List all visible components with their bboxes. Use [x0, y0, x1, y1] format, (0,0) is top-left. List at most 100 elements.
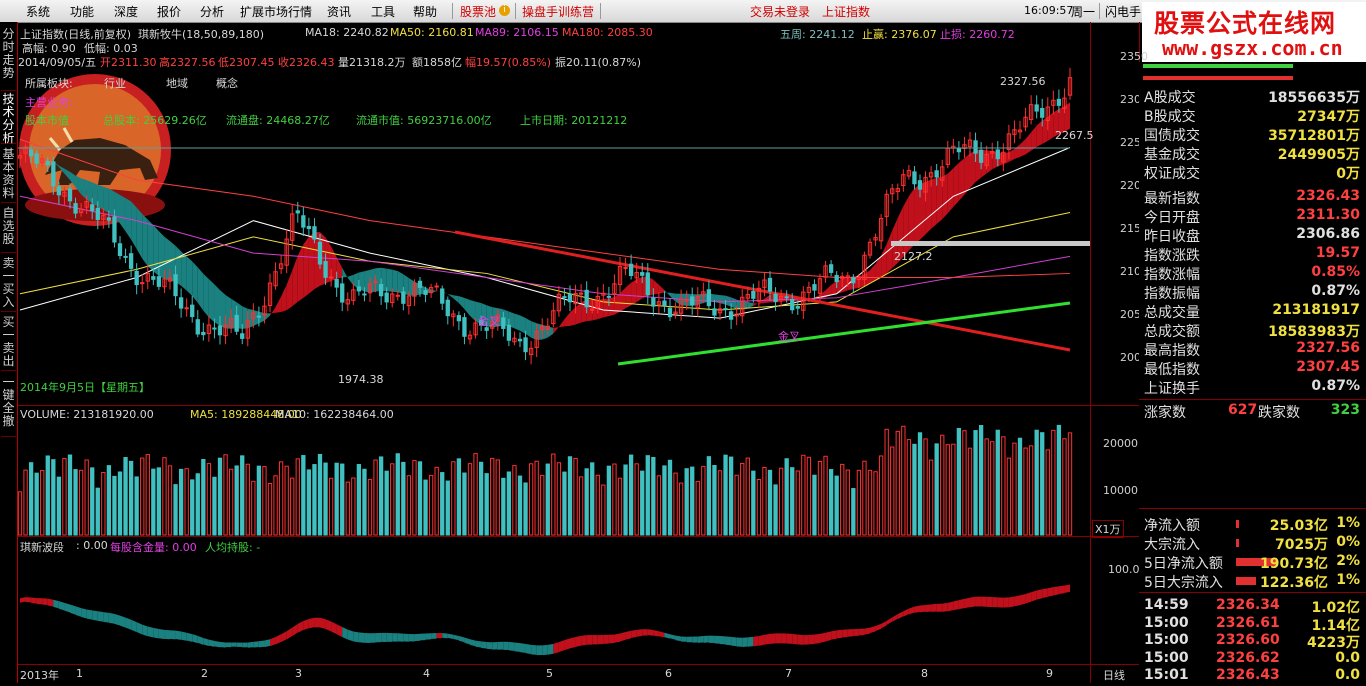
- stat-row: 最高指数 2327.56: [1144, 340, 1362, 359]
- tick-row[interactable]: 15:00 2326.61 1.14亿: [1144, 615, 1362, 634]
- tab-buy-one-sell[interactable]: 买一卖出: [1, 312, 16, 371]
- osc-segment: [358, 632, 365, 643]
- volume-bar: [695, 480, 700, 536]
- flash-trade-button[interactable]: 闪电手: [1105, 5, 1142, 19]
- osc-segment: [231, 642, 237, 647]
- stock-pool-button[interactable]: 股票池: [460, 5, 497, 19]
- osc-segment: [308, 617, 315, 629]
- osc-segment: [725, 636, 732, 646]
- menu-depth[interactable]: 深度: [114, 5, 139, 19]
- tab-watchlist[interactable]: 自选股: [1, 203, 16, 253]
- sector-label: 所属板块:: [25, 77, 73, 90]
- ribbon-segment: [920, 181, 926, 240]
- osc-segment: [1014, 595, 1020, 607]
- left-tab-strip: 分时走势 技术分析 基本资料 自选股 卖一买入 买一卖出 一键全撤: [0, 22, 18, 683]
- osc-segment: [408, 634, 415, 642]
- sector-industry-link[interactable]: 行业: [104, 77, 126, 90]
- candle-body: [612, 283, 617, 295]
- tick-price: 2326.62: [1216, 649, 1280, 666]
- candle-body: [745, 293, 750, 299]
- candle-body: [267, 282, 273, 307]
- stat-label: 指数涨跌: [1144, 248, 1200, 264]
- candle-body: [740, 296, 745, 317]
- osc-segment: [992, 597, 998, 608]
- candle-body: [106, 217, 112, 221]
- candle-body: [384, 292, 389, 303]
- sector-region-link[interactable]: 地域: [166, 77, 188, 90]
- ribbon-segment: [620, 287, 626, 312]
- ribbon-segment: [147, 219, 154, 272]
- menu-quote[interactable]: 报价: [157, 5, 182, 19]
- candle-body: [428, 287, 434, 294]
- volume-ma10: MA10: 162238464.00: [275, 408, 394, 421]
- five-week-value: 五周: 2241.12: [780, 28, 855, 41]
- menu-news[interactable]: 资讯: [327, 5, 352, 19]
- volume-tick: 10000: [1103, 484, 1138, 497]
- volume-bar: [295, 458, 300, 536]
- tab-intraday[interactable]: 分时走势: [1, 22, 16, 91]
- osc-segment: [558, 640, 565, 653]
- tab-sell-one-buy[interactable]: 卖一买入: [1, 253, 16, 312]
- ribbon-segment: [220, 290, 226, 329]
- volume-bar: [256, 465, 262, 536]
- ribbon-segment: [170, 241, 176, 283]
- volume-bar: [795, 470, 800, 536]
- volume-bar: [267, 483, 273, 536]
- osc-segment: [264, 639, 270, 648]
- training-camp-button[interactable]: 操盘手训练营: [522, 5, 595, 19]
- period-selector[interactable]: 日线: [1103, 669, 1125, 682]
- osc-segment: [808, 634, 815, 645]
- osc-segment: [281, 631, 287, 643]
- osc-segment: [420, 633, 426, 641]
- price-tick: 2350: [1120, 50, 1148, 63]
- sector-concept-link[interactable]: 概念: [216, 77, 238, 90]
- osc-segment: [58, 601, 65, 611]
- osc-segment: [714, 635, 720, 644]
- osc-segment: [947, 601, 954, 612]
- candle-body: [184, 307, 189, 310]
- tick-row[interactable]: 15:01 2326.43 0.0: [1144, 667, 1362, 686]
- menu-system[interactable]: 系统: [26, 5, 51, 19]
- volume-bar: [767, 469, 773, 536]
- volume-bar: [856, 469, 862, 536]
- tab-fundamentals[interactable]: 基本资料: [1, 144, 16, 203]
- candle-body: [245, 320, 250, 339]
- volume-bar: [190, 479, 195, 536]
- candle-body: [1045, 106, 1050, 121]
- candle-body: [117, 243, 123, 257]
- stat-label: 总成交量: [1144, 305, 1200, 321]
- osc-segment: [870, 625, 876, 634]
- candle-body: [995, 149, 1000, 160]
- price-mark-label: 2267.5: [1055, 129, 1094, 142]
- menu-tools[interactable]: 工具: [371, 5, 396, 19]
- tick-time: 15:00: [1144, 614, 1189, 631]
- trade-login-status[interactable]: 交易未登录: [750, 5, 811, 19]
- candle-body: [990, 150, 995, 154]
- volume-bar: [928, 459, 934, 536]
- volume-bar: [62, 458, 67, 536]
- menu-function[interactable]: 功能: [70, 5, 95, 19]
- volume-bar: [1001, 436, 1006, 536]
- volume-bar: [140, 457, 145, 536]
- menu-extended-market[interactable]: 扩展市场行情: [240, 5, 313, 19]
- tick-row[interactable]: 15:00 2326.60 4223万: [1144, 632, 1362, 651]
- tab-cancel-all[interactable]: 一键全撤: [1, 372, 16, 437]
- menu-analysis[interactable]: 分析: [200, 5, 225, 19]
- tick-row[interactable]: 15:00 2326.62 0.0: [1144, 650, 1362, 669]
- info-icon[interactable]: i: [499, 5, 510, 16]
- candle-body: [634, 272, 639, 279]
- ribbon-segment: [58, 165, 65, 174]
- current-index-link[interactable]: 上证指数: [822, 5, 871, 19]
- volume-bar: [456, 458, 462, 536]
- osc-segment: [447, 633, 454, 640]
- osc-segment: [108, 612, 115, 624]
- volume-bar: [473, 453, 478, 536]
- tick-row[interactable]: 14:59 2326.34 1.02亿: [1144, 597, 1362, 616]
- osc-segment: [742, 637, 748, 647]
- osc-segment: [970, 596, 976, 608]
- menu-help[interactable]: 帮助: [413, 5, 438, 19]
- osc-segment: [403, 633, 409, 642]
- volume-bar: [962, 430, 967, 536]
- tab-technical[interactable]: 技术分析: [1, 92, 16, 145]
